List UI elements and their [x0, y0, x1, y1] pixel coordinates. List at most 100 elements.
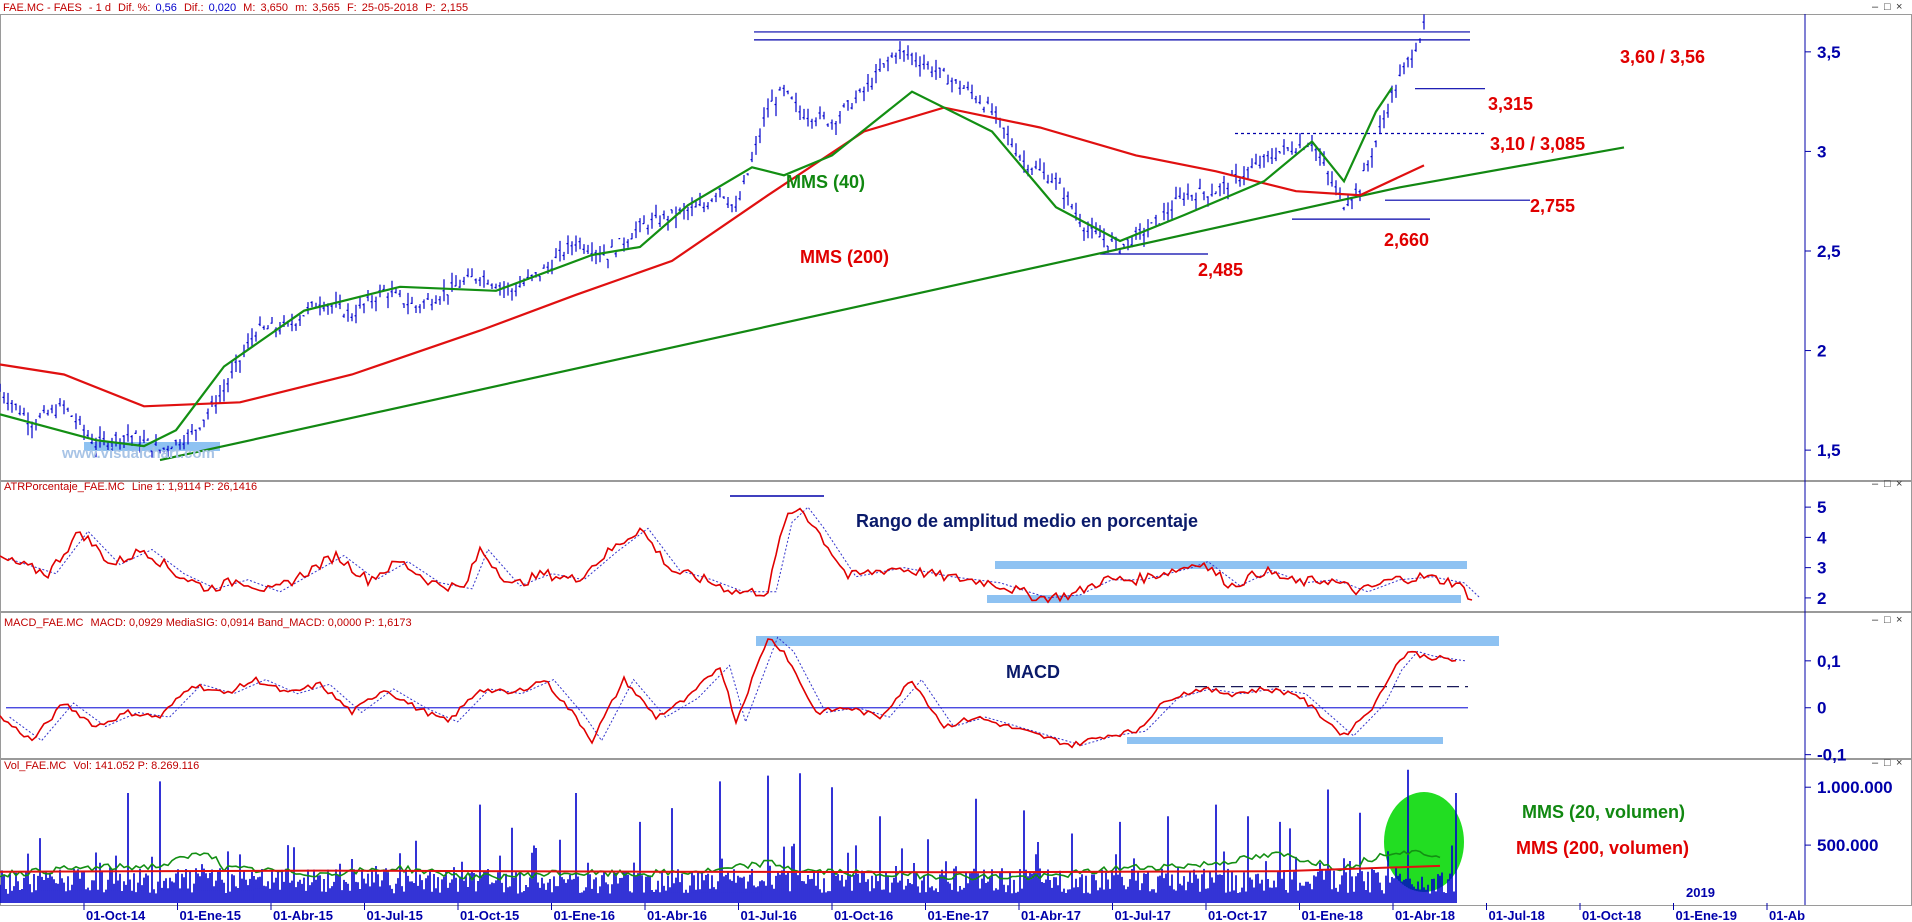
- price-series: [0, 14, 1625, 462]
- macd-highlights: [6, 636, 1499, 744]
- price-highlights: [84, 442, 220, 451]
- atr-y-tick-label: 4: [1817, 528, 1827, 547]
- minimize-button[interactable]: –: [1872, 478, 1879, 490]
- volume-mms200-line: [0, 864, 1441, 874]
- atr-y-axis: 2 3 4 5: [1805, 498, 1827, 608]
- x-tick-label: 01-Abr-17: [1021, 908, 1081, 922]
- macd-annotation: MACD: [1006, 662, 1060, 682]
- minimize-button[interactable]: –: [1872, 1, 1879, 13]
- label-mms200: MMS (200): [800, 247, 889, 267]
- atr-header-value: Line 1: 1,9114 P: 26,1416: [132, 481, 257, 493]
- volume-y-tick-label: 1.000.000: [1817, 778, 1893, 797]
- x-tick-label: 01-Oct-15: [460, 908, 519, 922]
- label-2-660: 2,660: [1384, 230, 1429, 250]
- macd-header: MACD_FAE.MC MACD: 0,0929 MediaSIG: 0,091…: [4, 617, 412, 629]
- label-2-755: 2,755: [1530, 196, 1575, 216]
- label-mms40: MMS (40): [786, 172, 865, 192]
- mms40-line: [0, 87, 1393, 448]
- close-button[interactable]: ×: [1896, 478, 1902, 490]
- panel-frame: [0, 612, 1912, 759]
- header-bar: [0, 0, 1912, 14]
- volume-mms200-label: MMS (200, volumen): [1516, 838, 1689, 858]
- panel-frames: [0, 14, 1912, 906]
- atr-lower-band: [987, 595, 1461, 603]
- close-button[interactable]: ×: [1896, 757, 1902, 769]
- x-tick-label: 01-Jul-18: [1489, 908, 1545, 922]
- volume-y-tick-label: 500.000: [1817, 836, 1878, 855]
- volume-mms20-label: MMS (20, volumen): [1522, 802, 1685, 822]
- x-tick-label: 01-Ene-16: [554, 908, 615, 922]
- x-tick-label: 01-Ab: [1769, 908, 1805, 922]
- label-3-60-3-56: 3,60 / 3,56: [1620, 47, 1705, 67]
- atr-y-tick-label: 2: [1817, 589, 1826, 608]
- macd-y-tick-label: -0,1: [1817, 746, 1846, 765]
- atr-y-tick-label: 3: [1817, 559, 1826, 578]
- x-year-label: 2019: [1686, 885, 1715, 900]
- x-tick-label: 01-Ene-18: [1302, 908, 1363, 922]
- close-button[interactable]: ×: [1896, 614, 1902, 626]
- label-3-10-3-085: 3,10 / 3,085: [1490, 134, 1585, 154]
- atr-signal-line: [7, 506, 1481, 599]
- atr-upper-band: [995, 561, 1467, 569]
- atr-annotation: Rango de amplitud medio en porcentaje: [856, 511, 1198, 531]
- x-tick-label: 01-Abr-16: [647, 908, 707, 922]
- volume-header: Vol_FAE.MC Vol: 141.052 P: 8.269.116: [4, 760, 199, 772]
- window-controls[interactable]: – □ ×: [1872, 1, 1902, 13]
- x-tick-label: 01-Oct-17: [1208, 908, 1267, 922]
- header-period: - 1 d: [89, 2, 111, 14]
- close-button[interactable]: ×: [1896, 1, 1902, 13]
- maximize-button[interactable]: □: [1884, 1, 1891, 13]
- x-tick-label: 01-Ene-19: [1676, 908, 1737, 922]
- price-annotations: 3,60 / 3,56 3,315 3,10 / 3,085 2,755 2,660 2,…: [786, 47, 1705, 280]
- maximize-button[interactable]: □: [1884, 614, 1891, 626]
- atr-title: ATRPorcentaje_FAE.MC: [4, 481, 125, 493]
- macd-y-tick-label: 0,1: [1817, 652, 1841, 671]
- x-tick-label: 01-Oct-16: [834, 908, 893, 922]
- volume-title: Vol_FAE.MC: [4, 760, 66, 772]
- label-2-485: 2,485: [1198, 260, 1243, 280]
- macd-series: [0, 636, 1466, 749]
- x-tick-label: 01-Jul-16: [741, 908, 797, 922]
- maximize-button[interactable]: □: [1884, 478, 1891, 490]
- panel-frame: [0, 481, 1912, 612]
- maximize-button[interactable]: □: [1884, 757, 1891, 769]
- minimize-button[interactable]: –: [1872, 614, 1879, 626]
- volume-window-controls[interactable]: – □ ×: [1872, 757, 1902, 769]
- volume-bars: [0, 769, 1457, 903]
- x-tick-label: 01-Jul-17: [1115, 908, 1171, 922]
- price-panel: 1,5 2 2,5 3 3,5 www.visualchart.com 3,60 / 3…: [0, 14, 1841, 462]
- volume-header-value: Vol: 141.052 P: 8.269.116: [73, 760, 199, 772]
- x-axis: 01-Oct-14 01-Ene-15 01-Abr-15 01-Jul-15 01-O…: [83, 885, 1805, 922]
- x-tick-label: 01-Abr-18: [1395, 908, 1455, 922]
- x-tick-label: 01-Ene-17: [928, 908, 989, 922]
- mms200-line: [0, 106, 1425, 408]
- x-tick-label: 01-Ene-15: [180, 908, 241, 922]
- atr-header: ATRPorcentaje_FAE.MC Line 1: 1,9114 P: 2…: [4, 481, 257, 493]
- x-tick-label: 01-Abr-15: [273, 908, 333, 922]
- x-tick-label: 01-Oct-14: [86, 908, 146, 922]
- panel-frame: [0, 14, 1912, 481]
- minimize-button[interactable]: –: [1872, 757, 1879, 769]
- atr-panel: ATRPorcentaje_FAE.MC Line 1: 1,9114 P: 2…: [0, 478, 1902, 608]
- macd-window-controls[interactable]: – □ ×: [1872, 614, 1902, 626]
- price-y-tick-label: 3,5: [1817, 43, 1841, 62]
- price-level-lines: [754, 31, 1530, 255]
- volume-mms20-line: [0, 849, 1441, 882]
- price-y-tick-label: 1,5: [1817, 441, 1841, 460]
- atr-series: [0, 506, 1481, 604]
- price-bars: [0, 14, 1425, 459]
- macd-y-tick-label: 0: [1817, 699, 1826, 718]
- label-3-315: 3,315: [1488, 94, 1533, 114]
- macd-top-band: [756, 636, 1499, 646]
- price-y-tick-label: 3: [1817, 142, 1826, 161]
- atr-line: [0, 507, 1473, 604]
- macd-bottom-band: [1127, 737, 1443, 744]
- trendline: [159, 146, 1625, 462]
- atr-window-controls[interactable]: – □ ×: [1872, 478, 1902, 490]
- price-y-tick-label: 2,5: [1817, 242, 1841, 261]
- macd-line: [0, 638, 1457, 749]
- header-info: FAE.MC - FAES - 1 d Dif. %: 0,56 Dif.: 0…: [3, 2, 468, 14]
- macd-header-value: MACD: 0,0929 MediaSIG: 0,0914 Band_MACD:…: [91, 617, 412, 629]
- volume-series: [0, 769, 1464, 903]
